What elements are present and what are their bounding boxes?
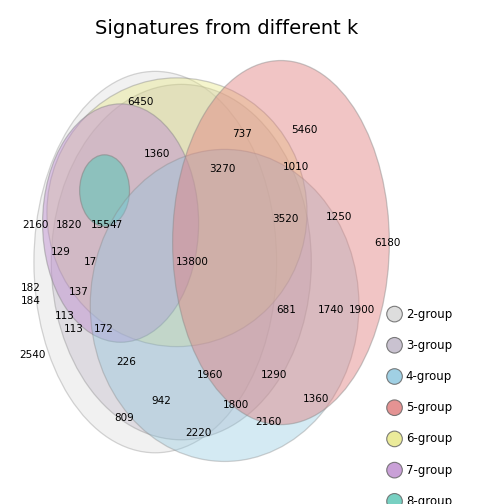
- Text: 1960: 1960: [197, 370, 223, 380]
- Text: 1900: 1900: [349, 305, 375, 315]
- Text: 7-group: 7-group: [406, 464, 452, 477]
- Text: 17: 17: [84, 257, 97, 267]
- Text: 5460: 5460: [292, 125, 318, 135]
- Text: 113: 113: [54, 311, 74, 321]
- Circle shape: [387, 338, 402, 353]
- Text: 13800: 13800: [176, 257, 209, 267]
- Ellipse shape: [172, 60, 389, 424]
- Text: 8-group: 8-group: [406, 495, 452, 504]
- Title: Signatures from different k: Signatures from different k: [95, 19, 358, 38]
- Text: 942: 942: [151, 396, 171, 406]
- Ellipse shape: [51, 84, 311, 440]
- Text: 184: 184: [21, 296, 41, 306]
- Text: 6450: 6450: [127, 97, 153, 107]
- Ellipse shape: [34, 72, 277, 453]
- Text: 1250: 1250: [326, 212, 353, 222]
- Text: 1010: 1010: [283, 162, 309, 172]
- Text: 2-group: 2-group: [406, 307, 452, 321]
- Text: 47: 47: [110, 220, 123, 230]
- Text: 5-group: 5-group: [406, 401, 452, 414]
- Text: 809: 809: [114, 413, 134, 423]
- Ellipse shape: [90, 149, 359, 462]
- Text: 2540: 2540: [20, 350, 46, 360]
- Text: 6-group: 6-group: [406, 432, 452, 446]
- Circle shape: [387, 493, 402, 504]
- Text: 3270: 3270: [209, 164, 236, 174]
- Text: 737: 737: [232, 129, 252, 139]
- Text: 3-group: 3-group: [406, 339, 452, 352]
- Text: 129: 129: [51, 247, 71, 257]
- Text: 4-group: 4-group: [406, 370, 452, 383]
- Circle shape: [387, 369, 402, 385]
- Text: 2160: 2160: [22, 220, 48, 230]
- Text: 155: 155: [91, 220, 111, 230]
- Circle shape: [387, 431, 402, 447]
- Text: 137: 137: [69, 287, 89, 297]
- Text: 172: 172: [93, 324, 113, 334]
- Text: 681: 681: [276, 305, 296, 315]
- Text: 182: 182: [21, 283, 41, 293]
- Text: 113: 113: [65, 324, 84, 334]
- Ellipse shape: [42, 104, 199, 342]
- Circle shape: [387, 462, 402, 478]
- Circle shape: [387, 400, 402, 415]
- Text: 2220: 2220: [185, 428, 212, 438]
- Ellipse shape: [47, 78, 307, 347]
- Text: 1360: 1360: [302, 394, 329, 404]
- Text: 2160: 2160: [255, 417, 281, 427]
- Text: 1740: 1740: [318, 305, 344, 315]
- Text: 226: 226: [116, 357, 136, 367]
- Text: 1820: 1820: [55, 220, 82, 230]
- Text: 3520: 3520: [272, 214, 298, 224]
- Ellipse shape: [80, 155, 130, 226]
- Text: 1800: 1800: [222, 400, 248, 410]
- Text: 1360: 1360: [144, 149, 171, 159]
- Text: 1290: 1290: [261, 370, 287, 380]
- Text: 6180: 6180: [374, 237, 400, 247]
- Circle shape: [387, 306, 402, 322]
